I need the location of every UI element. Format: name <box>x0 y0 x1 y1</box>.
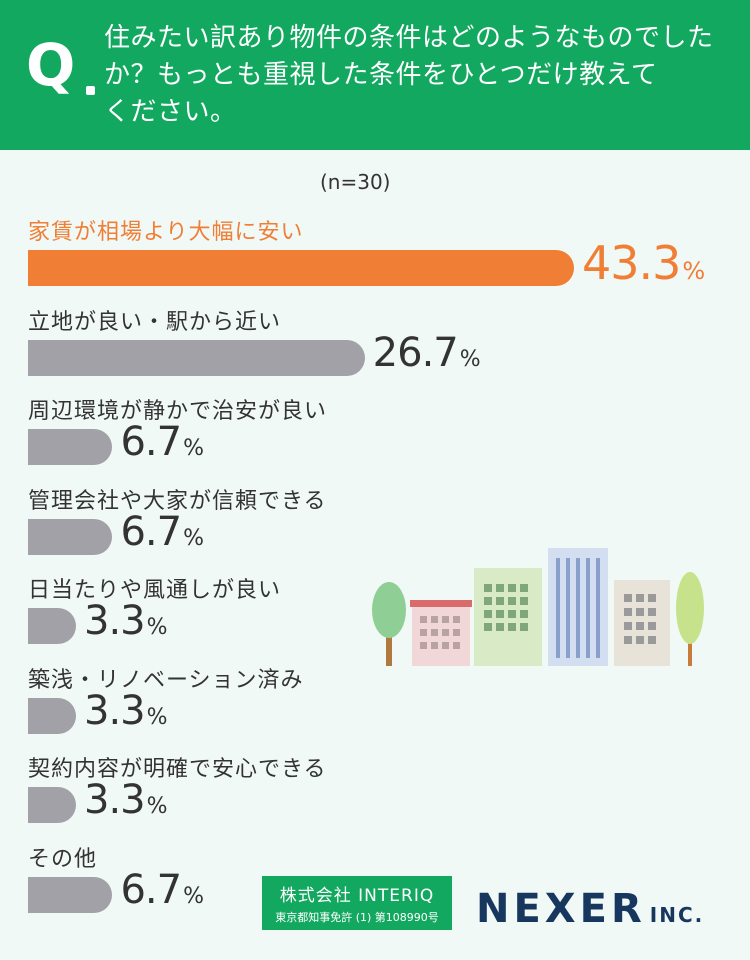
category-label: 家賃が相場より大幅に安い <box>28 220 304 245</box>
question-mark-dot <box>86 86 95 95</box>
value-label: 6.7% <box>120 867 204 913</box>
nexer-logo-name: NEXER <box>476 886 646 932</box>
value-number: 3.3 <box>84 598 146 644</box>
interiq-logo-name: 株式会社 INTERIQ <box>279 886 435 906</box>
building-icon <box>614 580 670 666</box>
value-unit: % <box>183 525 205 551</box>
value-label: 6.7% <box>120 509 204 555</box>
bar <box>28 518 113 555</box>
value-number: 26.7 <box>372 329 459 376</box>
value-unit: % <box>183 883 205 909</box>
value-number: 6.7 <box>120 866 182 913</box>
interiq-logo: 株式会社 INTERIQ 東京都知事免許 (1) 第108990号 <box>262 876 452 930</box>
category-label: 管理会社や大家が信頼できる <box>28 488 327 514</box>
value-number: 6.7 <box>120 508 182 555</box>
bar <box>28 339 365 376</box>
question-line-1: 住みたい訳あり物件の条件はどのようなものでした <box>104 23 714 53</box>
value-unit: % <box>682 257 706 285</box>
bar <box>28 429 113 465</box>
category-label: 契約内容が明確で安心できる <box>28 757 327 782</box>
bar <box>28 608 76 644</box>
building-icon <box>548 548 608 666</box>
value-number: 43.3 <box>582 236 681 290</box>
category-label: 立地が良い・駅から近い <box>28 309 282 335</box>
value-number: 3.3 <box>84 777 146 823</box>
nexer-logo-suffix: INC. <box>649 903 705 927</box>
bar <box>28 876 113 913</box>
building-icon <box>410 600 472 666</box>
value-unit: % <box>183 436 205 461</box>
question-line-2: か？もっとも重視した条件をひとつだけ教えて <box>104 60 658 90</box>
tree-icon <box>372 582 406 666</box>
value-label: 6.7% <box>120 419 204 465</box>
value-unit: % <box>146 615 168 640</box>
value-number: 3.3 <box>84 687 146 734</box>
category-label: 築浅・リノベーション済み <box>28 667 304 693</box>
category-label: 周辺環境が静かで治安が良い <box>28 399 328 424</box>
interiq-license: 東京都知事免許 (1) 第108990号 <box>275 911 439 924</box>
tree-icon <box>676 572 704 666</box>
question-header: Q 住みたい訳あり物件の条件はどのようなものでした か？もっとも重視した条件をひ… <box>0 0 750 150</box>
value-unit: % <box>459 346 481 372</box>
sample-size: (n=30) <box>320 170 391 194</box>
building-icon <box>474 568 542 666</box>
bar <box>28 250 574 286</box>
nexer-logo: NEXER INC. <box>476 886 704 932</box>
question-line-3: ください。 <box>104 97 237 127</box>
buildings-illustration <box>372 548 704 666</box>
value-label: 43.3% <box>582 236 705 290</box>
value-label: 3.3% <box>84 598 168 644</box>
question-text: 住みたい訳あり物件の条件はどのようなものでした か？もっとも重視した条件をひとつ… <box>104 20 734 131</box>
value-label: 26.7% <box>373 330 481 376</box>
value-unit: % <box>146 704 168 730</box>
bar <box>28 787 76 823</box>
value-unit: % <box>146 794 168 819</box>
bar <box>28 697 76 734</box>
value-label: 3.3% <box>84 688 168 734</box>
question-mark: Q <box>26 31 76 99</box>
value-number: 6.7 <box>120 419 182 465</box>
category-label: その他 <box>28 846 98 872</box>
value-label: 3.3% <box>84 777 168 823</box>
category-label: 日当たりや風通しが良い <box>28 578 282 603</box>
